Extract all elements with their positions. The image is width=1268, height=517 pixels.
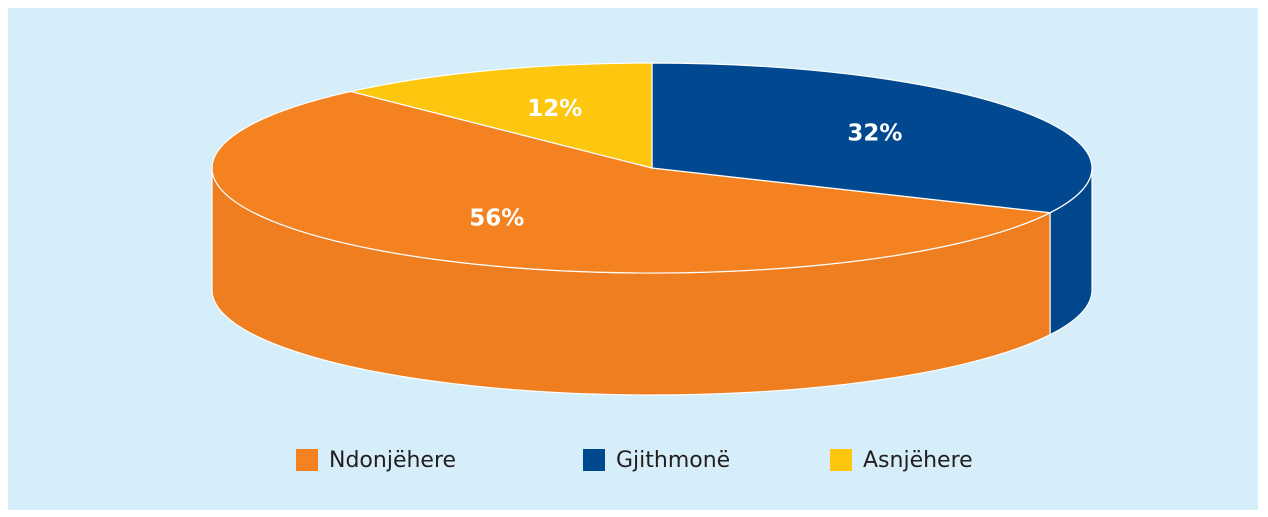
slice xyxy=(651,62,1093,214)
data-label: 32% xyxy=(847,121,902,147)
legend-swatch xyxy=(583,449,605,471)
legend-label: Ndonjëhere xyxy=(329,448,456,473)
slice xyxy=(350,62,653,169)
legend-label: Asnjëhere xyxy=(863,448,973,473)
data-label: 12% xyxy=(527,96,582,122)
legend-swatch xyxy=(296,449,318,471)
legend-label: Gjithmonë xyxy=(616,448,730,473)
slice xyxy=(211,90,1053,274)
legend-swatch xyxy=(830,449,852,471)
data-label: 56% xyxy=(469,205,524,231)
